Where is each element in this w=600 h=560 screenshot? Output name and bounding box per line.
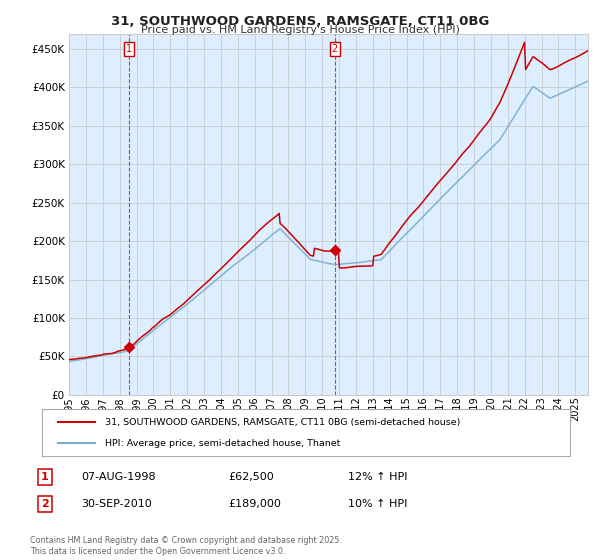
Text: 2: 2 xyxy=(332,44,338,54)
Text: 07-AUG-1998: 07-AUG-1998 xyxy=(81,472,155,482)
Text: 12% ↑ HPI: 12% ↑ HPI xyxy=(348,472,407,482)
Text: 30-SEP-2010: 30-SEP-2010 xyxy=(81,499,152,509)
Text: HPI: Average price, semi-detached house, Thanet: HPI: Average price, semi-detached house,… xyxy=(106,438,341,447)
Text: Contains HM Land Registry data © Crown copyright and database right 2025.
This d: Contains HM Land Registry data © Crown c… xyxy=(30,536,342,556)
Text: 31, SOUTHWOOD GARDENS, RAMSGATE, CT11 0BG: 31, SOUTHWOOD GARDENS, RAMSGATE, CT11 0B… xyxy=(111,15,489,27)
Text: 2: 2 xyxy=(41,499,49,509)
Text: £62,500: £62,500 xyxy=(228,472,274,482)
Text: 1: 1 xyxy=(127,44,133,54)
Text: Price paid vs. HM Land Registry's House Price Index (HPI): Price paid vs. HM Land Registry's House … xyxy=(140,25,460,35)
Text: 31, SOUTHWOOD GARDENS, RAMSGATE, CT11 0BG (semi-detached house): 31, SOUTHWOOD GARDENS, RAMSGATE, CT11 0B… xyxy=(106,418,461,427)
Text: 1: 1 xyxy=(41,472,49,482)
Text: 10% ↑ HPI: 10% ↑ HPI xyxy=(348,499,407,509)
Text: £189,000: £189,000 xyxy=(228,499,281,509)
